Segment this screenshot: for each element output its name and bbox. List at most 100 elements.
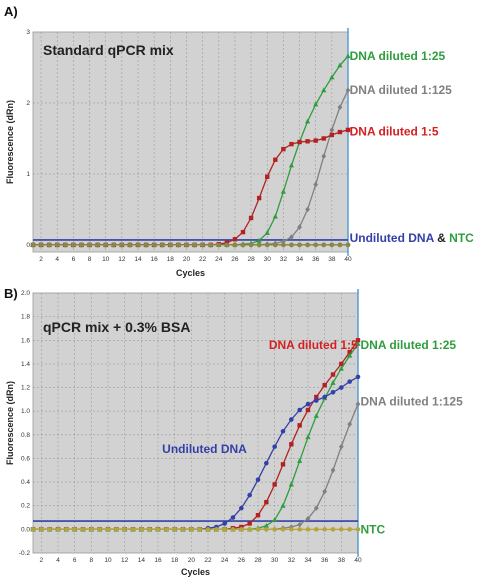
- x-tick-label: 26: [238, 557, 246, 564]
- data-point: [337, 242, 343, 248]
- data-point: [265, 174, 270, 179]
- data-point: [180, 527, 186, 532]
- data-point: [103, 242, 108, 248]
- x-tick-label: 16: [154, 557, 162, 564]
- data-point: [216, 242, 222, 248]
- annotation-part: NTC: [361, 522, 386, 536]
- data-point: [321, 136, 326, 141]
- data-point: [247, 492, 252, 498]
- data-point: [280, 462, 286, 467]
- data-point: [105, 527, 111, 532]
- data-point: [135, 242, 141, 248]
- y-tick-label: 0.0: [21, 526, 30, 533]
- data-point: [63, 242, 68, 248]
- data-point: [355, 341, 361, 346]
- data-point: [289, 234, 294, 240]
- chart-title: qPCR mix + 0.3% BSA: [43, 319, 190, 335]
- x-tick-label: 30: [271, 557, 279, 564]
- series-annotation: DNA diluted 1:5: [350, 124, 439, 138]
- data-point: [119, 242, 125, 248]
- data-point: [71, 242, 76, 248]
- data-point: [347, 527, 352, 532]
- y-tick-label: 0.2: [21, 503, 30, 510]
- data-point: [95, 242, 100, 248]
- data-point: [263, 523, 269, 528]
- data-point: [280, 527, 286, 532]
- y-axis-label: Fluorescence (dRn): [5, 100, 15, 184]
- annotation-part: Undiluted DNA: [350, 231, 435, 245]
- y-tick-label: 1.6: [21, 337, 30, 344]
- data-point: [46, 242, 52, 248]
- x-tick-label: 8: [88, 256, 92, 263]
- data-point: [297, 139, 302, 145]
- x-tick-label: 14: [138, 557, 146, 564]
- y-tick-label: -0.2: [19, 550, 31, 557]
- x-tick-label: 6: [72, 256, 76, 263]
- data-point: [330, 372, 336, 377]
- annotation-part: DNA diluted 1:125: [361, 395, 464, 409]
- data-point: [248, 242, 254, 248]
- data-point: [305, 242, 310, 248]
- data-point: [313, 413, 319, 418]
- x-tick-label: 6: [73, 557, 77, 564]
- x-tick-label: 36: [312, 256, 320, 263]
- data-point: [159, 242, 165, 248]
- data-point: [230, 527, 236, 532]
- x-tick-label: 22: [204, 557, 212, 564]
- data-point: [355, 527, 361, 532]
- data-point: [232, 237, 238, 242]
- data-point: [230, 515, 236, 520]
- data-point: [355, 401, 361, 407]
- data-point: [239, 527, 244, 532]
- data-point: [288, 162, 295, 168]
- data-point: [321, 87, 327, 93]
- data-point: [38, 242, 44, 248]
- y-tick-label: 1.8: [21, 314, 30, 321]
- data-point: [272, 527, 277, 532]
- data-point: [127, 242, 133, 248]
- x-tick-label: 30: [264, 256, 272, 263]
- series-annotation: Undiluted DNA & NTC: [350, 231, 475, 245]
- series-annotation: DNA diluted 1:125: [361, 395, 464, 409]
- data-point: [305, 118, 311, 124]
- annotation-part: &: [434, 231, 449, 245]
- data-point: [79, 242, 84, 248]
- data-point: [330, 527, 336, 532]
- x-tick-label: 4: [56, 557, 60, 564]
- data-point: [222, 521, 227, 526]
- chart-panel-a: A) 2 4 6 8 10 12 14 16 18 20 22 24 26 28 30 32 34 36 38 40 0 1…: [0, 0, 483, 290]
- data-point: [255, 527, 261, 532]
- x-tick-label: 10: [102, 256, 110, 263]
- data-point: [232, 242, 238, 248]
- data-point: [143, 242, 149, 248]
- x-tick-label: 16: [151, 256, 159, 263]
- x-tick-label: 40: [344, 256, 352, 263]
- data-point: [87, 242, 92, 248]
- x-tick-label: 20: [188, 557, 196, 564]
- x-tick-label: 2: [40, 557, 44, 564]
- data-point: [347, 349, 352, 355]
- data-point: [329, 132, 335, 138]
- y-tick-label: 1.0: [21, 408, 30, 415]
- x-tick-label: 4: [55, 256, 59, 263]
- data-point: [197, 527, 202, 532]
- amplification-chart-a: A)2 4 6 8 10 12 14 16 18 20 22 24 26 28 30 32 34 36 38 4001…: [4, 4, 475, 278]
- data-point: [189, 527, 194, 532]
- plot-area: [32, 292, 359, 554]
- data-point: [305, 527, 311, 532]
- x-axis-label: Cycles: [176, 268, 205, 278]
- data-point: [89, 527, 94, 532]
- data-point: [272, 444, 277, 449]
- data-point: [339, 527, 344, 532]
- x-tick-label: 34: [304, 557, 312, 564]
- data-point: [330, 389, 336, 395]
- data-point: [321, 242, 327, 248]
- data-point: [297, 458, 303, 463]
- x-tick-label: 28: [254, 557, 262, 564]
- data-point: [264, 499, 269, 505]
- data-point: [80, 527, 86, 532]
- data-point: [30, 527, 36, 532]
- data-point: [289, 242, 294, 248]
- series-annotation: Undiluted DNA: [162, 442, 247, 456]
- data-point: [339, 385, 344, 390]
